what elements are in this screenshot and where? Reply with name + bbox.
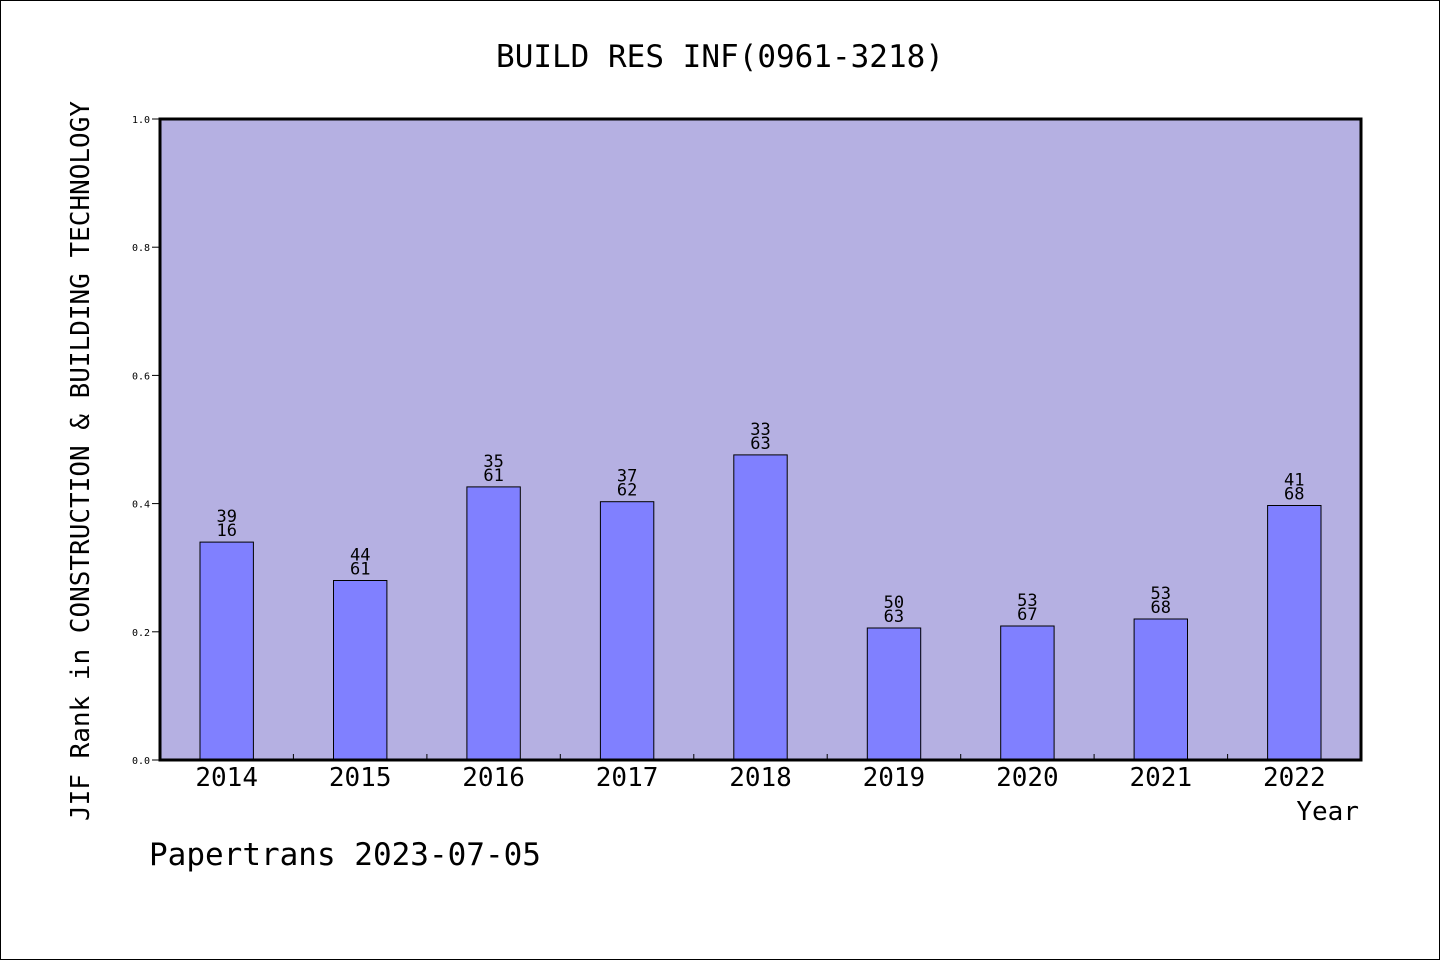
y-tick-label-0.0: 0.0 xyxy=(132,756,150,767)
bar-2022 xyxy=(1267,505,1322,761)
x-tick-label-2016: 2016 xyxy=(462,763,525,793)
x-tick-label-2022: 2022 xyxy=(1263,763,1326,793)
bar-label-2020-rank: 53 xyxy=(1017,591,1037,611)
bar-2014 xyxy=(199,541,254,761)
footer-text: Papertrans 2023-07-05 xyxy=(149,837,541,873)
bar-label-2016-total: 61 xyxy=(483,466,503,486)
x-axis-label: Year xyxy=(1296,797,1359,827)
bar-2020 xyxy=(1000,625,1055,761)
bar-label-2018-rank: 33 xyxy=(750,420,770,440)
bar-2021 xyxy=(1133,618,1188,761)
x-tick-label-2021: 2021 xyxy=(1129,763,1192,793)
x-tick-label-2018: 2018 xyxy=(729,763,792,793)
x-tick-label-2014: 2014 xyxy=(195,763,258,793)
x-axis-ticks: 2014 2015 2016 2017 2018 2019 2020 2021 2022 xyxy=(195,754,1326,793)
y-tick-label-0.2: 0.2 xyxy=(132,628,150,639)
bar-2015 xyxy=(333,580,388,761)
y-axis-ticks: 0.0 0.2 0.4 0.6 0.8 1.0 xyxy=(132,115,160,767)
x-tick-label-2017: 2017 xyxy=(596,763,659,793)
bar-label-2014-total: 16 xyxy=(216,521,236,541)
bar-label-2018-total: 63 xyxy=(750,434,770,454)
bar-label-2022-total: 68 xyxy=(1284,485,1304,505)
bar-label-2022-rank: 41 xyxy=(1284,471,1304,491)
y-tick-label-0.4: 0.4 xyxy=(132,500,150,511)
x-tick-label-2019: 2019 xyxy=(863,763,926,793)
y-tick-label-1.0: 1.0 xyxy=(132,115,150,126)
bar-label-2015-rank: 44 xyxy=(350,546,370,566)
y-axis-label: JIF Rank in CONSTRUCTION & BUILDING TECH… xyxy=(66,101,96,821)
bar-label-2015-total: 61 xyxy=(350,560,370,580)
bars-group xyxy=(199,454,1322,761)
bar-label-2014-rank: 39 xyxy=(216,507,236,527)
bar-label-2019-rank: 50 xyxy=(884,593,904,613)
bar-label-2017-rank: 37 xyxy=(617,467,637,487)
y-tick-label-0.6: 0.6 xyxy=(132,371,150,382)
bar-label-2020-total: 67 xyxy=(1017,605,1037,625)
y-tick-label-0.8: 0.8 xyxy=(132,243,150,254)
x-tick-label-2015: 2015 xyxy=(329,763,392,793)
bar-label-2019-total: 63 xyxy=(884,607,904,627)
bar-2016 xyxy=(466,486,521,761)
bar-2019 xyxy=(866,627,922,761)
bar-label-2016-rank: 35 xyxy=(483,452,503,472)
bar-label-2021-rank: 53 xyxy=(1151,584,1171,604)
bar-label-2021-total: 68 xyxy=(1151,598,1171,618)
chart-title: BUILD RES INF(0961-3218) xyxy=(496,39,944,75)
bar-label-2017-total: 62 xyxy=(617,481,637,501)
bar-2018 xyxy=(733,454,788,761)
x-tick-label-2020: 2020 xyxy=(996,763,1059,793)
bar-2017 xyxy=(599,501,655,761)
plot-border xyxy=(158,117,1363,762)
